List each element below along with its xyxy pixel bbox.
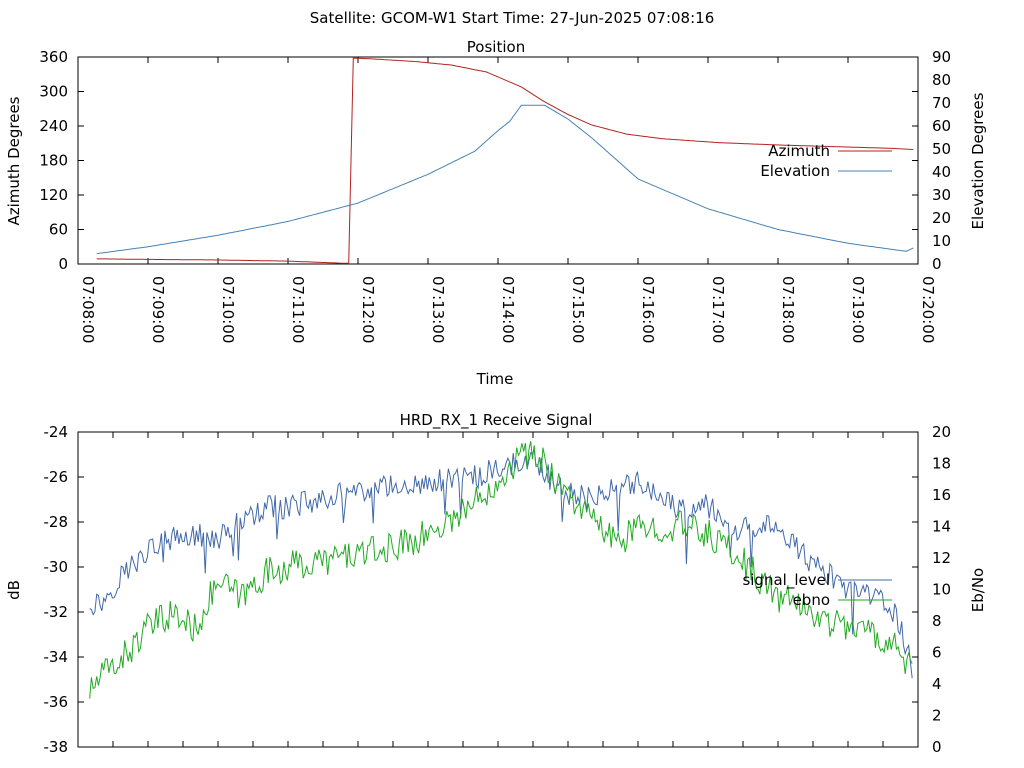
position-ytick-label: 240	[39, 117, 68, 135]
position-ytick-label: 180	[39, 152, 68, 170]
signal-y2tick-label: 14	[932, 518, 951, 536]
position-xtick-label: 07:13:00	[429, 276, 447, 343]
figure-suptitle: Satellite: GCOM-W1 Start Time: 27-Jun-20…	[310, 9, 715, 27]
position-xtick-label: 07:11:00	[289, 276, 307, 343]
position-y2tick-label: 70	[932, 94, 951, 112]
position-xtick-label: 07:14:00	[499, 276, 517, 343]
signal-ytick-label: -32	[44, 603, 69, 621]
signal-ylabel: dB	[5, 580, 23, 600]
legend-label-0: Azimuth	[768, 142, 830, 160]
position-y2tick-label: 80	[932, 71, 951, 89]
signal-y2label: Eb/No	[969, 568, 987, 612]
position-plot-frame	[77, 56, 919, 265]
signal-y2tick-label: 16	[932, 486, 951, 504]
position-xtick-label: 07:08:00	[79, 276, 97, 343]
position-ytick-label: 360	[39, 48, 68, 66]
signal-ytick-label: -30	[44, 558, 69, 576]
position-y2tick-label: 0	[932, 255, 942, 273]
position-y2tick-label: 90	[932, 48, 951, 66]
series-line-ebno	[89, 441, 913, 699]
position-xtick-label: 07:12:00	[359, 276, 377, 343]
signal-y2tick-label: 2	[932, 707, 942, 725]
legend-label-0: signal_level	[742, 571, 830, 590]
position-y2tick-label: 10	[932, 232, 951, 250]
signal-y2tick-label: 8	[932, 612, 942, 630]
position-xtick-label: 07:18:00	[779, 276, 797, 343]
position-y2tick-label: 50	[932, 140, 951, 158]
position-xtick-label: 07:16:00	[639, 276, 657, 343]
position-y2tick-label: 20	[932, 209, 951, 227]
position-xtick-label: 07:15:00	[569, 276, 587, 343]
signal-ytick-label: -26	[44, 468, 69, 486]
position-xtick-label: 07:09:00	[149, 276, 167, 343]
position-y2tick-label: 60	[932, 117, 951, 135]
series-line-signal-level	[89, 449, 913, 679]
signal-y2tick-label: 20	[932, 423, 951, 441]
position-y2tick-label: 30	[932, 186, 951, 204]
signal-ytick-label: -34	[44, 648, 69, 666]
position-xlabel: Time	[476, 370, 514, 388]
signal-y2tick-label: 18	[932, 455, 951, 473]
signal-title: HRD_RX_1 Receive Signal	[400, 411, 593, 430]
signal-ytick-label: -38	[44, 738, 69, 756]
signal-ytick-label: -36	[44, 693, 69, 711]
signal-y2tick-label: 10	[932, 581, 951, 599]
position-xtick-label: 07:10:00	[219, 276, 237, 343]
position-y2label: Elevation Degrees	[969, 92, 987, 229]
signal-plot-frame	[77, 431, 919, 748]
position-title: Position	[467, 38, 525, 56]
position-ytick-label: 60	[49, 221, 68, 239]
signal-y2tick-label: 0	[932, 738, 942, 756]
position-xtick-label: 07:20:00	[919, 276, 937, 343]
position-ytick-label: 0	[58, 255, 68, 273]
position-panel: Position 0 60 120 180 240 300 360 0 10 20 30 40 50 6…	[5, 38, 987, 388]
position-xtick-label: 07:19:00	[849, 276, 867, 343]
series-line-azimuth	[96, 57, 914, 264]
signal-ytick-label: -28	[44, 513, 69, 531]
position-ytick-label: 300	[39, 83, 68, 101]
signal-y2tick-label: 6	[932, 644, 942, 662]
legend-label-1: Elevation	[760, 162, 830, 180]
signal-ytick-label: -24	[44, 423, 69, 441]
position-ylabel: Azimuth Degrees	[5, 96, 23, 225]
signal-y2tick-label: 4	[932, 675, 942, 693]
position-xtick-label: 07:17:00	[709, 276, 727, 343]
signal-panel: HRD_RX_1 Receive Signal -24 -26 -28 -30 -32 -…	[5, 411, 987, 756]
position-y2tick-label: 40	[932, 163, 951, 181]
signal-y2tick-label: 12	[932, 549, 951, 567]
series-line-elevation	[96, 104, 914, 255]
position-ytick-label: 120	[39, 186, 68, 204]
legend-label-1: ebno	[793, 591, 830, 609]
